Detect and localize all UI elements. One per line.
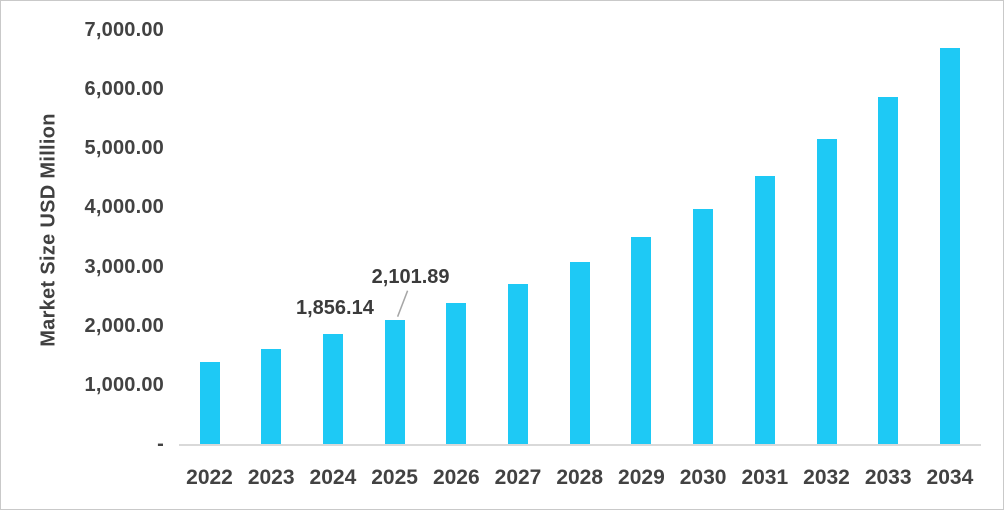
bar-2025	[384, 319, 405, 444]
x-tick-label-2031: 2031	[741, 466, 789, 489]
x-tick-label-2022: 2022	[186, 466, 233, 489]
x-tick-label-2033: 2033	[864, 466, 912, 489]
y-tick-label: 7,000.00	[84, 19, 164, 42]
bar-2028	[569, 261, 590, 444]
y-tick-label: 3,000.00	[84, 255, 164, 278]
y-tick-label: -	[157, 433, 164, 455]
bar-2033	[878, 96, 899, 444]
bar-2031	[754, 175, 775, 444]
bar-2022	[199, 361, 220, 444]
leader-line-2025	[396, 290, 409, 317]
x-tick-label-2024: 2024	[309, 466, 357, 489]
x-tick-label-2027: 2027	[494, 466, 542, 489]
x-tick-label-2025: 2025	[371, 466, 418, 489]
y-tick-label: 4,000.00	[84, 196, 164, 219]
bar-2023	[261, 348, 282, 444]
bar-2034	[939, 47, 960, 444]
x-tick-label-2030: 2030	[679, 466, 727, 489]
y-tick-label: 6,000.00	[84, 78, 164, 101]
bar-2029	[631, 237, 652, 444]
x-tick-label-2023: 2023	[247, 466, 295, 489]
data-label-2024: 1,856.14	[295, 297, 374, 320]
bar-2024	[322, 334, 343, 444]
bar-2027	[508, 283, 528, 444]
data-label-2025: 2,101.89	[371, 265, 450, 288]
x-tick-label-2026: 2026	[432, 466, 480, 489]
x-tick-label-2032: 2032	[803, 466, 850, 489]
bar-2026	[446, 302, 467, 444]
x-axis-line	[179, 444, 981, 446]
y-tick-label: 1,000.00	[84, 373, 164, 396]
bar-2030	[693, 208, 714, 444]
y-tick-label: 2,000.00	[84, 314, 164, 337]
bar-2032	[816, 138, 837, 444]
x-tick-label-2034: 2034	[926, 466, 974, 489]
x-tick-label-2029: 2029	[618, 466, 665, 489]
x-tick-label-2028: 2028	[556, 466, 604, 489]
y-tick-label: 5,000.00	[84, 137, 164, 160]
